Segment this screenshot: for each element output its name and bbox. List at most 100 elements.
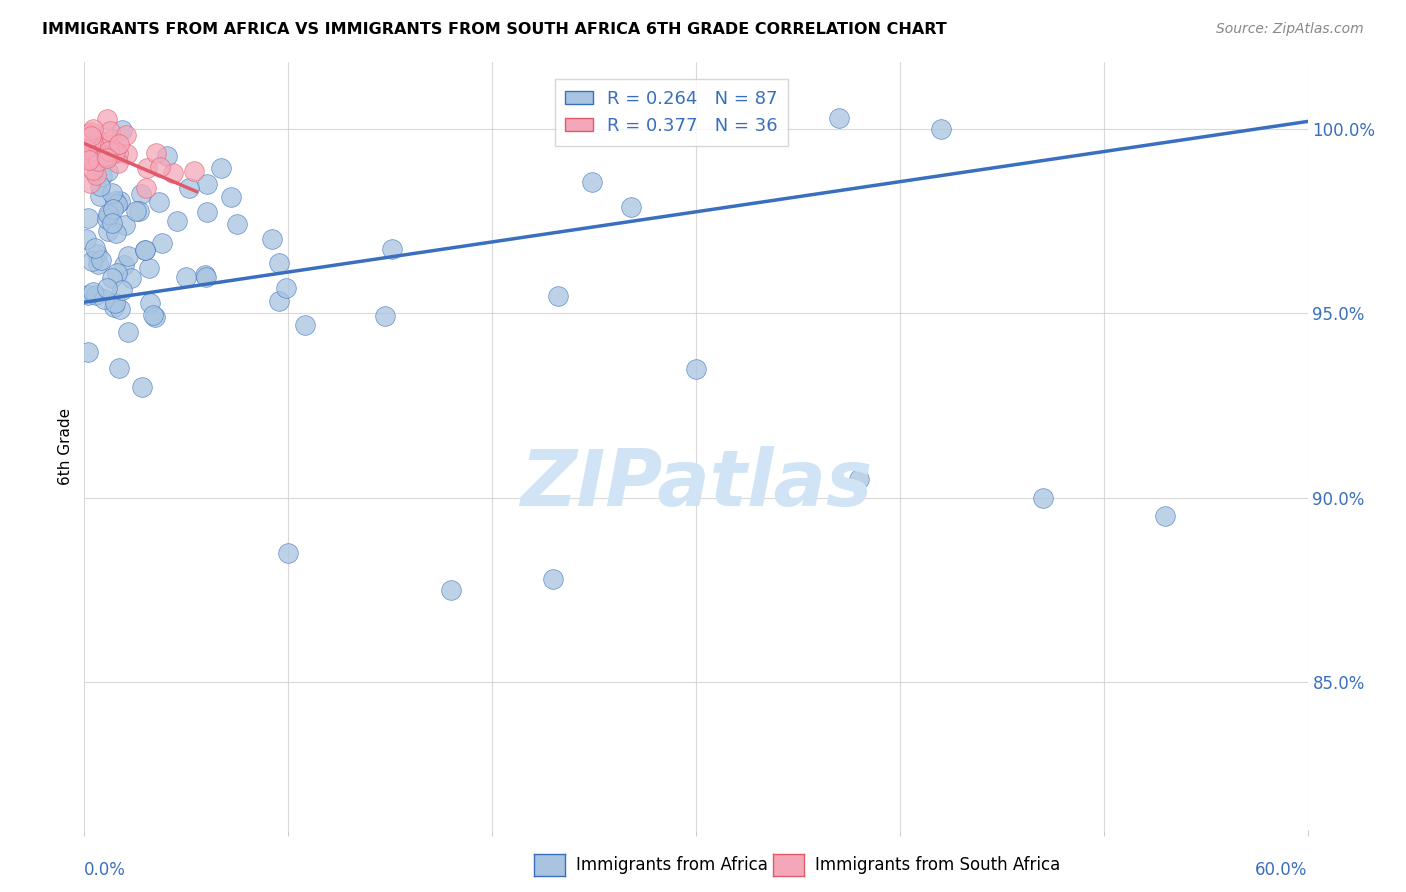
Point [136,161,159,176]
Point [156,149,179,163]
Point [76,151,98,165]
Point [75,142,97,156]
Point [83,241,105,255]
Point [374,310,396,324]
Point [134,244,156,258]
Point [96,151,118,165]
Point [77,128,100,142]
Point [82,162,104,177]
Legend: R = 0.264   N = 87, R = 0.377   N = 36: R = 0.264 N = 87, R = 0.377 N = 36 [554,79,789,145]
Point [96,212,118,227]
Point [111,284,134,298]
Point [97,163,120,178]
Point [108,194,131,209]
Point [120,271,142,285]
Point [98,137,121,152]
Point [105,197,128,211]
Point [97,224,120,238]
Point [96,149,118,163]
Text: 0.0%: 0.0% [84,861,127,879]
Point [89,178,111,193]
Point [134,243,156,257]
Point [82,122,104,136]
Point [620,200,643,214]
Y-axis label: 6th Grade: 6th Grade [58,408,73,484]
Point [101,186,124,201]
Point [124,203,146,218]
Point [104,295,127,310]
Point [96,112,118,127]
Point [128,204,150,219]
Point [79,153,101,167]
Point [107,156,129,170]
Point [96,149,118,163]
Point [929,121,952,136]
Point [547,289,569,303]
Point [100,123,122,137]
Point [108,136,131,151]
Point [84,287,107,301]
Point [685,361,707,376]
Point [80,129,103,144]
Point [87,153,110,168]
Point [107,266,129,280]
Point [117,147,139,161]
Point [260,232,283,246]
Point [90,252,112,267]
Point [195,177,218,191]
Point [98,144,121,158]
Point [177,181,200,195]
Point [148,194,170,209]
Point [267,256,290,270]
Point [138,260,160,275]
Point [117,326,139,340]
Point [143,310,166,324]
Point [86,247,108,261]
Point [77,288,100,302]
Point [440,582,463,597]
Point [543,572,565,586]
Point [1154,509,1177,524]
Point [87,133,110,147]
Point [79,177,101,191]
Point [1032,491,1054,505]
Point [294,318,316,333]
Point [101,202,124,216]
Text: ZIPatlas: ZIPatlas [520,446,872,523]
Point [82,285,104,299]
Point [112,258,135,272]
Point [174,270,197,285]
Point [267,293,290,308]
Point [581,175,603,189]
Text: Source: ZipAtlas.com: Source: ZipAtlas.com [1216,22,1364,37]
Point [77,345,100,359]
Point [93,293,115,307]
Point [108,302,131,317]
Point [150,235,173,250]
Point [90,141,112,155]
Point [75,131,97,145]
Point [86,257,108,271]
Point [76,211,98,226]
Point [848,472,870,486]
Point [80,125,103,139]
Point [117,249,139,263]
Point [149,160,172,174]
Point [166,214,188,228]
Point [162,166,184,180]
Point [111,123,134,137]
Point [381,242,404,256]
Point [104,145,127,159]
Point [84,168,107,182]
Point [84,136,107,151]
Point [82,153,104,167]
Point [226,217,249,231]
Text: Immigrants from Africa: Immigrants from Africa [576,855,768,874]
Point [139,296,162,310]
Point [75,232,97,246]
Text: 60.0%: 60.0% [1256,861,1308,879]
Point [129,187,152,202]
Point [100,132,122,146]
Point [104,194,127,208]
Point [97,208,120,222]
